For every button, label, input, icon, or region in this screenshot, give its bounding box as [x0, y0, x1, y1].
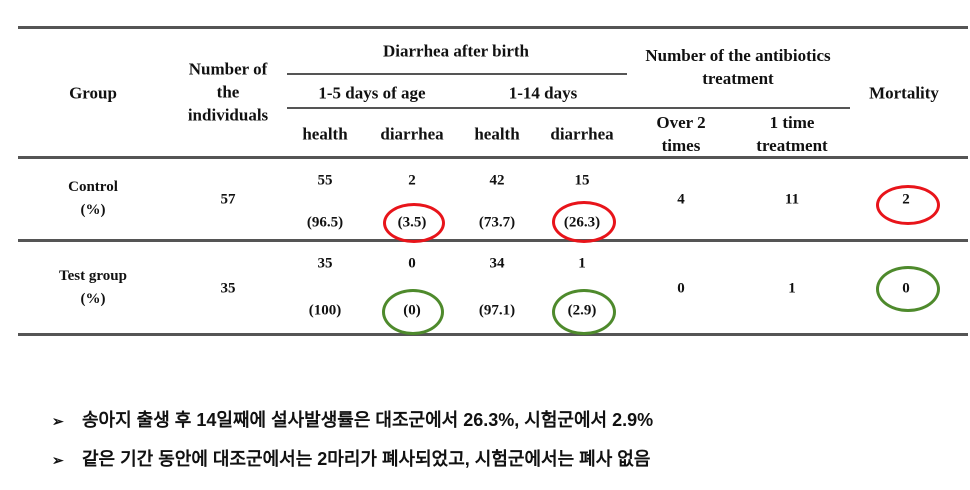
cell: 4	[677, 191, 685, 208]
red-highlight-circle	[383, 203, 445, 243]
red-highlight-circle	[876, 185, 940, 225]
cell: 35	[317, 255, 333, 272]
green-highlight-circle	[552, 289, 616, 335]
cell: (97.1)	[478, 302, 516, 319]
cell: (100)	[308, 302, 342, 319]
table-bottom-rule	[18, 333, 968, 336]
header-one-time: 1 time treatment	[756, 111, 827, 157]
header-text: Number of	[188, 59, 268, 79]
cell: 1	[788, 280, 796, 297]
header-diarrhea: diarrhea	[550, 124, 614, 144]
header-number: Number of the individuals	[188, 58, 268, 127]
header-period-2: 1-14 days	[508, 83, 578, 103]
header-text: individuals	[187, 105, 269, 125]
number-cell: 35	[220, 280, 236, 297]
arrow-bullet-icon: ➢	[52, 452, 64, 468]
cell: (73.7)	[478, 214, 516, 231]
header-period-1: 1-5 days of age	[318, 83, 426, 103]
header-health: health	[302, 124, 348, 144]
header-text: Over 2	[656, 113, 706, 132]
header-diarrhea: diarrhea	[380, 124, 444, 144]
cell-text: Control	[68, 179, 118, 195]
header-rule	[287, 107, 850, 109]
cell-text: (%)	[80, 202, 106, 218]
row-divider	[18, 239, 968, 242]
green-highlight-circle	[876, 266, 940, 312]
number-cell: 57	[220, 191, 236, 208]
cell-text: (%)	[80, 291, 106, 307]
cell: 0	[408, 255, 416, 272]
header-group: Group	[69, 83, 117, 103]
bullet-text: 송아지 출생 후 14일째에 설사발생률은 대조군에서 26.3%, 시험군에서…	[82, 410, 654, 430]
cell: 2	[408, 172, 416, 189]
cell: (96.5)	[306, 214, 344, 231]
header-bottom-rule	[18, 156, 968, 159]
header-text: treatment	[756, 136, 828, 155]
red-highlight-circle	[552, 201, 616, 243]
cell-text: Test group	[59, 268, 127, 284]
cell: 0	[677, 280, 685, 297]
header-antibiotics: Number of the antibiotics treatment	[645, 44, 830, 90]
group-cell: Test group (%)	[59, 265, 127, 311]
bullet-item: ➢ 같은 기간 동안에 대조군에서는 2마리가 폐사되었고, 시험군에서는 폐사 …	[52, 445, 650, 471]
header-mortality: Mortality	[869, 83, 939, 103]
green-highlight-circle	[382, 289, 444, 335]
header-over-2: Over 2 times	[656, 111, 705, 157]
header-diarrhea-after-birth: Diarrhea after birth	[382, 41, 530, 61]
bullet-item: ➢ 송아지 출생 후 14일째에 설사발생률은 대조군에서 26.3%, 시험군에…	[52, 406, 653, 432]
cell: 42	[489, 172, 505, 189]
table-top-rule	[18, 26, 968, 29]
arrow-bullet-icon: ➢	[52, 413, 64, 429]
header-rule	[287, 73, 627, 75]
group-cell: Control (%)	[68, 176, 118, 222]
header-health: health	[474, 124, 520, 144]
header-text: the	[216, 82, 240, 102]
bullet-text: 같은 기간 동안에 대조군에서는 2마리가 폐사되었고, 시험군에서는 폐사 없…	[82, 449, 651, 469]
header-text: 1 time	[769, 113, 815, 132]
header-text: treatment	[702, 69, 774, 88]
cell: 11	[784, 191, 800, 208]
header-text: times	[661, 136, 701, 155]
cell: 55	[317, 172, 333, 189]
cell: 1	[578, 255, 586, 272]
cell: 34	[489, 255, 505, 272]
header-text: Number of the antibiotics	[645, 46, 831, 65]
cell: 15	[574, 172, 590, 189]
